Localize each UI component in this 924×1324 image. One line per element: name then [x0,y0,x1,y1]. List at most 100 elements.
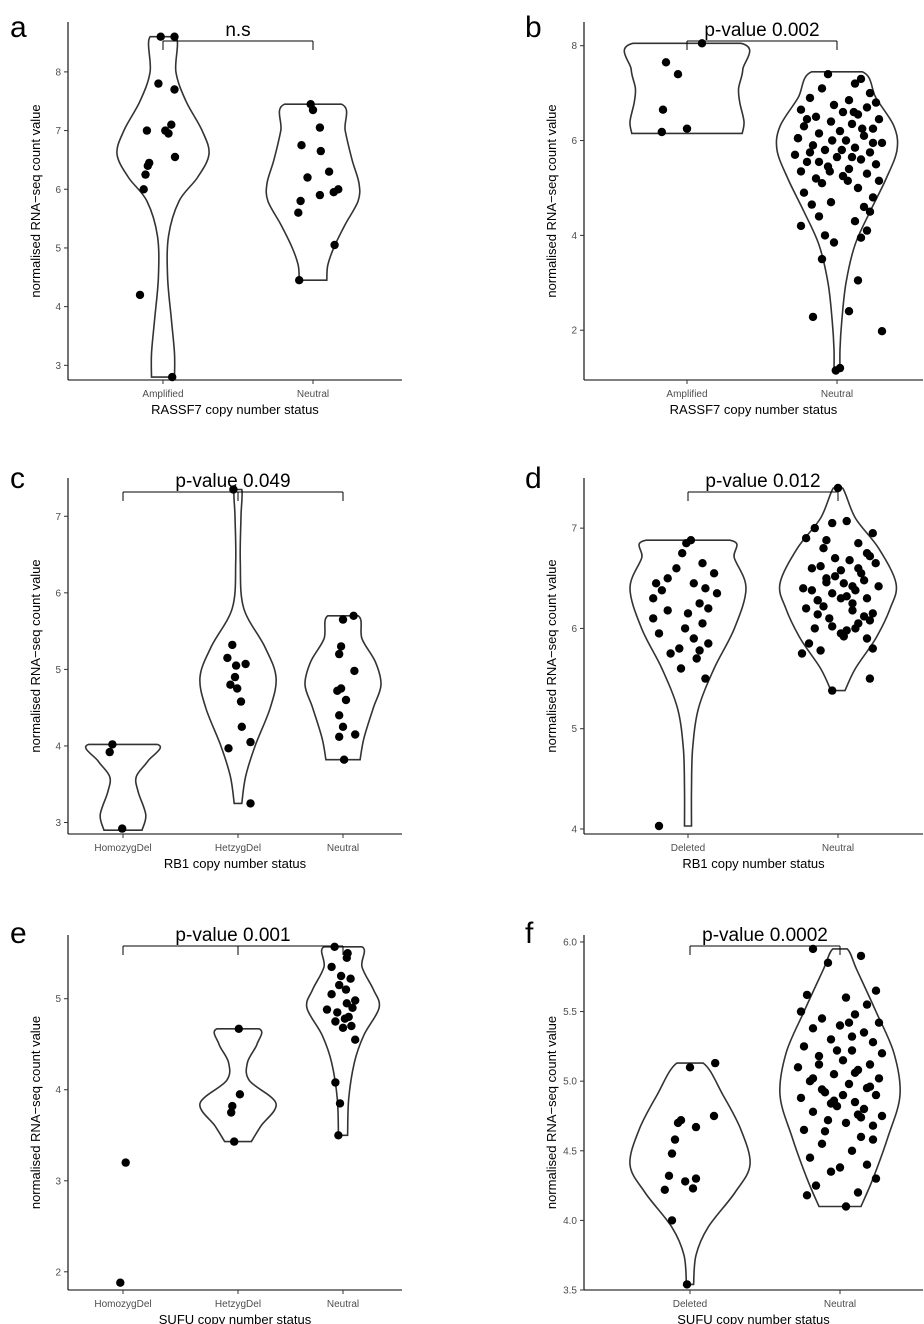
data-point [820,231,830,240]
panel-d: d 4 5 6 7 Deleted Neutral RB1 copy number statu… [525,462,923,871]
data-point [856,233,866,242]
data-point [817,1014,827,1023]
y-tick-label: 3 [55,361,61,372]
data-point [796,167,806,176]
data-point [329,188,338,197]
data-point [871,98,881,107]
data-point [802,157,812,167]
data-point [654,629,664,638]
data-point [839,579,848,588]
data-point [704,639,713,648]
data-point [829,238,839,247]
data-point [877,1049,887,1058]
data-point [670,1135,680,1144]
data-point [796,1007,806,1016]
data-point [871,160,881,169]
y-tick-label: 5.5 [563,1007,577,1018]
data-point [853,1188,863,1197]
data-point [105,747,114,757]
y-tick-label: 7 [571,524,577,535]
data-point [835,1021,845,1030]
data-point [235,1090,245,1099]
data-point [351,730,360,739]
data-point [862,1000,872,1009]
data-point [871,986,881,995]
data-point [819,544,828,553]
data-point [833,483,843,493]
violin-hetzygdel [199,488,277,805]
data-point [802,990,812,1000]
data-point [808,312,818,322]
data-point [315,190,325,200]
data-point [848,606,857,615]
data-point [868,1135,878,1144]
data-point [862,226,872,235]
y-axis-title: normalised RNA−seq count value [28,104,43,297]
data-point [682,124,692,133]
panel-letter: d [525,462,542,495]
data-point [838,107,848,117]
data-point [829,1070,839,1079]
data-point [859,1028,869,1037]
data-point [108,740,117,749]
data-point [844,164,854,174]
data-point [231,661,241,670]
data-point [845,556,854,565]
y-axis-title: normalised RNA−seq count value [544,559,559,752]
y-tick-label: 7 [55,512,61,523]
x-axis-title: SUFU copy number status [159,1312,312,1324]
data-point [859,202,869,212]
y-tick-label: 5 [571,724,577,735]
data-point [865,88,875,98]
data-point [335,980,344,990]
data-point [335,711,344,720]
data-point [324,167,334,176]
data-point [709,1111,719,1121]
data-point [228,1101,237,1111]
data-point [859,1104,869,1114]
data-point [799,188,809,197]
data-point [828,686,837,695]
data-point [871,559,880,568]
y-tick-label: 5 [55,243,61,254]
data-point [682,539,691,548]
data-point [856,1113,866,1122]
x-axis-title: RASSF7 copy number status [670,402,838,417]
data-point [853,183,863,193]
violin-deleted [629,1062,751,1286]
data-point [841,993,851,1002]
violin-neutral [779,948,901,1208]
data-point [333,686,342,695]
y-tick-label: 3 [55,818,61,829]
data-point [164,129,173,138]
data-point [666,649,675,658]
data-point [848,599,857,608]
data-point [835,126,845,136]
data-point [865,674,875,683]
data-point [865,148,875,157]
data-point [709,569,719,578]
data-point [874,1074,884,1083]
data-point [856,74,866,84]
data-point [338,722,348,731]
y-tick-label: 5 [55,665,61,676]
data-point [814,157,824,167]
data-point [682,1280,692,1289]
data-point [692,654,701,663]
data-point [680,624,690,633]
data-point [322,1005,332,1014]
x-tick-label: HetzygDel [215,843,261,854]
data-point [223,653,232,663]
data-point [814,129,824,138]
data-point [825,614,834,623]
panel-letter: c [10,462,25,495]
data-point [676,664,686,673]
data-point [859,576,869,585]
y-axis-title: normalised RNA−seq count value [28,1016,43,1209]
data-point [336,642,346,651]
data-point [660,1185,669,1195]
data-point [226,680,235,689]
data-point [308,105,318,115]
data-point [657,586,667,595]
data-point [844,96,854,105]
